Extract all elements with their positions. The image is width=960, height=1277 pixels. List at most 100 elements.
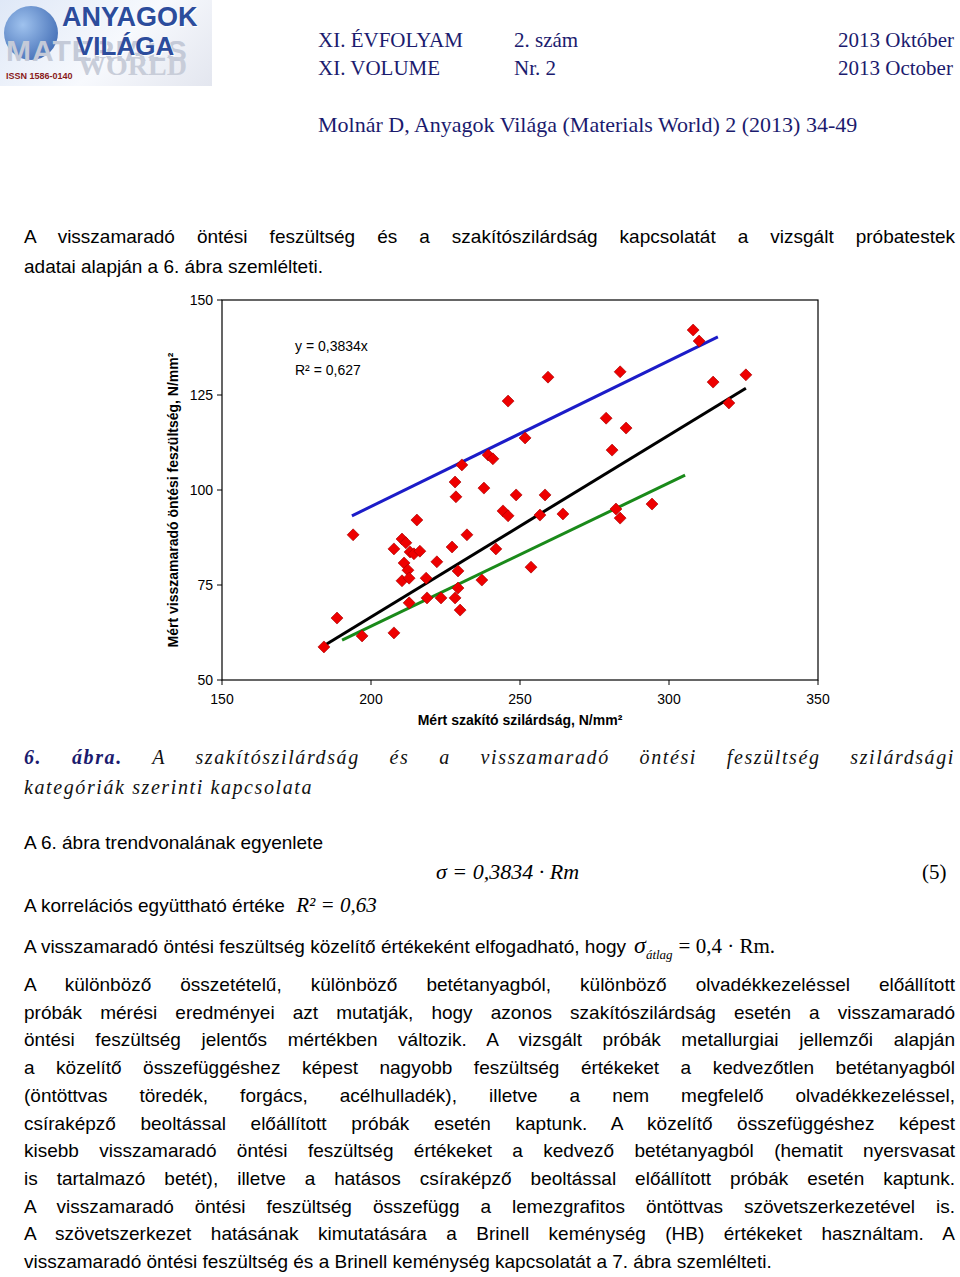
formula: R² = 0,63	[296, 893, 377, 917]
paragraph-line: (öntöttvas töredék, forgács, acélhulladé…	[24, 1085, 955, 1107]
data-point	[454, 604, 466, 616]
caption-label: 6. ábra.	[24, 746, 123, 768]
tick	[217, 585, 222, 586]
data-point	[534, 509, 546, 521]
tick	[520, 680, 521, 685]
axis-label: Mért szakító szilárdság, N/mm²	[418, 712, 623, 728]
paragraph-line: visszamaradó öntési feszültség és a Brin…	[24, 1251, 955, 1273]
data-point	[614, 512, 626, 524]
text: A korrelációs együttható értéke	[24, 895, 285, 916]
trend-line	[352, 337, 718, 516]
issn: ISSN 1586-0140	[6, 71, 73, 81]
tick-label: 350	[806, 691, 830, 707]
tick-label: 250	[508, 691, 532, 707]
data-point	[431, 556, 443, 568]
data-point	[414, 545, 426, 557]
header-text: XI. VOLUME	[318, 56, 440, 81]
paragraph-line: kisebb visszamaradó öntési feszültség ér…	[24, 1140, 955, 1162]
tick-label: 125	[190, 387, 214, 403]
tick-label: 150	[210, 691, 234, 707]
text: A visszamaradó öntési feszültség közelít…	[24, 936, 626, 957]
caption-line: kategóriák szerinti kapcsolata	[24, 775, 955, 799]
data-point	[693, 335, 705, 347]
axis-label: Mért visszamaradó öntési feszültség, N/m…	[165, 352, 181, 647]
data-point	[687, 324, 699, 336]
data-point	[456, 459, 468, 471]
plot-marks	[318, 324, 752, 653]
data-point	[723, 397, 735, 409]
annotation: R² = 0,627	[295, 362, 361, 378]
tick-label: 50	[197, 672, 213, 688]
data-point	[452, 565, 464, 577]
data-point	[502, 510, 514, 522]
tick-label: 75	[197, 577, 213, 593]
header-text: 2013 Október	[838, 28, 954, 53]
paragraph-line: is tartalmazó betét), illetve a hatásos …	[24, 1168, 955, 1190]
data-point	[435, 592, 447, 604]
data-point	[606, 444, 618, 456]
data-point	[452, 582, 464, 594]
equation-number: (5)	[922, 860, 947, 885]
data-point	[478, 482, 490, 494]
trend-line	[342, 475, 685, 640]
data-point	[403, 572, 415, 584]
data-point	[707, 376, 719, 388]
tick-label: 300	[657, 691, 681, 707]
data-point	[510, 489, 522, 501]
header-text: XI. ÉVFOLYAM	[318, 28, 463, 53]
paragraph-line: A visszamaradó öntési feszültség összefü…	[24, 1196, 955, 1218]
logo-text: ANYAGOK	[62, 2, 198, 33]
data-point	[331, 612, 343, 624]
data-point	[450, 491, 462, 503]
data-point	[347, 529, 359, 541]
data-point	[539, 489, 551, 501]
tick	[217, 490, 222, 491]
header-text: 2. szám	[514, 28, 578, 53]
tick	[217, 300, 222, 301]
tick-label: 150	[190, 292, 214, 308]
data-point	[646, 498, 658, 510]
logo-text: VILÁGA	[76, 31, 174, 62]
data-point	[449, 476, 461, 488]
header-text: 2013 October	[838, 56, 953, 81]
paragraph-line: A visszamaradó öntési feszültség és a sz…	[24, 226, 955, 248]
data-point	[557, 508, 569, 520]
paragraph-line: A visszamaradó öntési feszültség közelít…	[24, 934, 955, 960]
formula: átlag	[646, 947, 673, 962]
tick	[217, 395, 222, 396]
data-point	[411, 514, 423, 526]
plot-frame	[222, 300, 818, 680]
tick	[669, 680, 670, 685]
paragraph-line: A 6. ábra trendvonalának egyenlete	[24, 832, 955, 854]
tick	[818, 680, 819, 685]
logo: MATERIALSWORLDANYAGOKVILÁGAISSN 1586-014…	[0, 0, 212, 86]
paragraph-line: adatai alapján a 6. ábra szemlélteti.	[24, 256, 955, 278]
data-point	[356, 630, 368, 642]
data-point	[502, 395, 514, 407]
tick-label: 100	[190, 482, 214, 498]
header-text: Nr. 2	[514, 56, 556, 81]
data-point	[421, 592, 433, 604]
paragraph-line: próbák mérési eredményei azt mutatják, h…	[24, 1002, 955, 1024]
data-point	[476, 574, 488, 586]
citation: Molnár D, Anyagok Világa (Materials Worl…	[318, 112, 857, 138]
data-point	[614, 366, 626, 378]
paragraph-line: A korrelációs együttható értéke R² = 0,6…	[24, 894, 955, 917]
data-point	[487, 453, 499, 465]
paragraph-line: a közelítő összefüggéshez képest nagyobb…	[24, 1057, 955, 1079]
data-point	[490, 543, 502, 555]
data-point	[403, 597, 415, 609]
tick	[371, 680, 372, 685]
tick	[217, 680, 222, 681]
caption-text: A szakítószilárdság és a visszamaradó ön…	[152, 746, 955, 768]
data-point	[600, 412, 612, 424]
data-point	[420, 572, 432, 584]
data-point	[388, 627, 400, 639]
tick	[222, 680, 223, 685]
data-point	[542, 371, 554, 383]
tick-label: 200	[359, 691, 383, 707]
data-point	[740, 369, 752, 381]
equation: σ = 0,3834 · Rm	[436, 859, 579, 885]
paragraph-line: A szövetszerkezet hatásának kimutatására…	[24, 1223, 955, 1245]
paragraph-line: A különböző összetételű, különböző betét…	[24, 974, 955, 996]
